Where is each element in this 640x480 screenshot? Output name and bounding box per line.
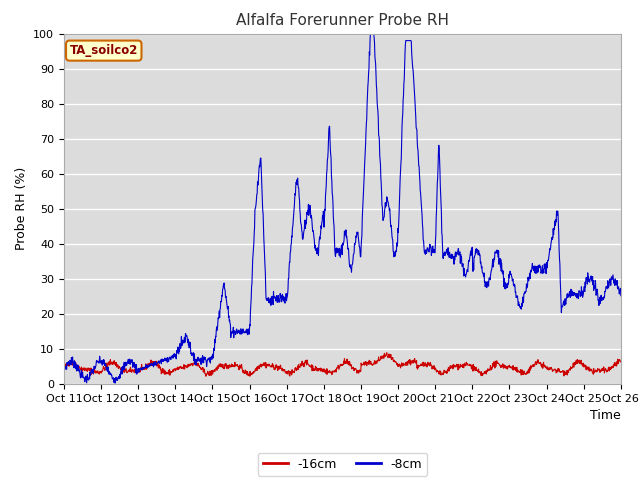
Line: -8cm: -8cm (64, 34, 621, 383)
-8cm (318, 219, 326, 225)
-16cm (60, 365, 68, 371)
Legend: -16cm, -8cm: -16cm, -8cm (257, 453, 428, 476)
-16cm (126, 366, 134, 372)
-8cm (308, 221, 316, 227)
-8cm (617, 293, 625, 299)
-8cm (378, 190, 385, 195)
Title: Alfalfa Forerunner Probe RH: Alfalfa Forerunner Probe RH (236, 13, 449, 28)
Y-axis label: Probe RH (%): Probe RH (%) (15, 167, 28, 251)
-16cm (318, 368, 326, 373)
Line: -16cm: -16cm (64, 353, 621, 376)
-16cm (103, 362, 111, 368)
-16cm (617, 359, 625, 365)
Text: TA_soilco2: TA_soilco2 (70, 44, 138, 57)
-8cm (111, 380, 119, 386)
-8cm (297, 219, 305, 225)
-16cm (202, 373, 210, 379)
-16cm (308, 368, 316, 374)
X-axis label: Time: Time (590, 409, 621, 422)
-16cm (378, 353, 385, 359)
-8cm (367, 31, 374, 36)
-8cm (103, 366, 111, 372)
-16cm (297, 361, 305, 367)
-8cm (60, 363, 68, 369)
-8cm (126, 361, 134, 367)
-16cm (383, 350, 390, 356)
